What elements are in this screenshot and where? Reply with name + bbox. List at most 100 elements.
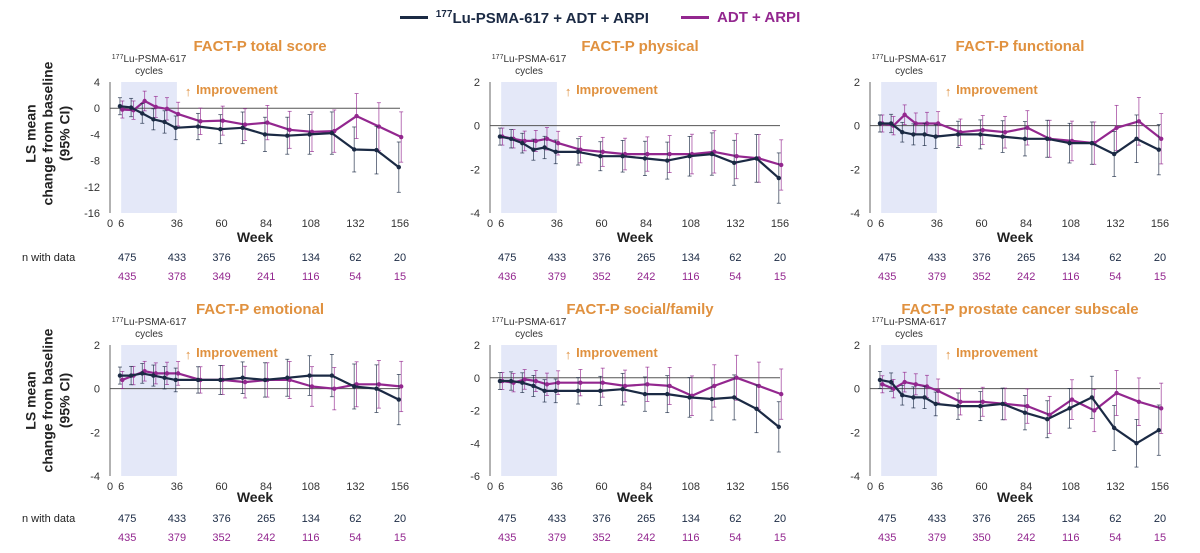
chart2-n-b-value: 436 — [498, 271, 516, 283]
chart4-data-point-lu-psma — [151, 373, 156, 378]
chart4-n-a-value: 433 — [168, 513, 186, 525]
chart3-data-point-lu-psma — [955, 132, 961, 137]
chart2-data-point-adt-arpi — [667, 151, 672, 157]
chart1-data-point-lu-psma — [351, 147, 357, 152]
chart1-x-tick-label: 132 — [346, 218, 364, 230]
chart1-data-point-lu-psma — [374, 147, 379, 153]
chart1-cycles-label: 177Lu-PSMA-617 — [112, 54, 187, 65]
chart4-y-tick-label: 0 — [94, 384, 100, 396]
chart6-y-tick-label: 2 — [854, 340, 860, 352]
chart4-data-point-lu-psma — [218, 377, 223, 383]
chart6-n-b-value: 435 — [878, 532, 896, 544]
chart4-x-tick-label: 108 — [302, 481, 320, 493]
chart4-x-tick-label: 0 — [107, 481, 113, 493]
chart1-n-b-value: 15 — [394, 271, 406, 283]
chart6-data-point-lu-psma — [900, 393, 905, 398]
chart4-data-point-lu-psma — [240, 375, 245, 380]
chart3-x-tick-label: 0 — [867, 218, 873, 230]
chart6-data-point-lu-psma — [888, 379, 894, 385]
chart5-x-tick-label: 108 — [682, 481, 700, 493]
chart2-improvement-arrow-icon: ↑ — [565, 84, 572, 99]
chart1-data-point-adt-arpi — [142, 98, 147, 104]
chart3-x-tick-label: 84 — [1020, 218, 1032, 230]
chart3-series-line-adt-arpi — [882, 113, 1162, 145]
chart3-cycles-label: 177Lu-PSMA-617 — [872, 54, 947, 65]
chart1-x-tick-label: 108 — [302, 218, 320, 230]
chart1-y-tick-label: -16 — [84, 208, 100, 220]
chart5-data-point-lu-psma — [508, 378, 514, 384]
chart5-n-a-value: 475 — [498, 513, 516, 525]
chart3-x-tick-label: 60 — [975, 218, 987, 230]
chart4-title: FACT-P emotional — [196, 301, 324, 318]
chart6-data-point-adt-arpi — [1047, 412, 1052, 418]
chart3-data-point-lu-psma — [933, 134, 938, 139]
chart5-series-line-lu-psma — [500, 379, 780, 428]
chart5-n-b-value: 379 — [548, 532, 566, 544]
chart4-y-tick-label: 2 — [94, 340, 100, 352]
chart1-x-tick-label: 36 — [171, 218, 183, 230]
chart4-data-point-adt-arpi — [309, 384, 315, 389]
chart1-data-point-adt-arpi — [198, 119, 203, 124]
chart3-title: FACT-P functional — [956, 38, 1085, 55]
chart2-data-point-lu-psma — [553, 149, 558, 155]
chart2-data-point-adt-arpi — [734, 154, 739, 159]
chart6-series-line-adt-arpi — [881, 381, 1162, 416]
chart2-n-b-value: 379 — [548, 271, 566, 283]
chart3-n-a-value: 475 — [878, 252, 896, 264]
chart5-data-point-lu-psma — [709, 396, 715, 402]
chart2-y-tick-label: 2 — [474, 77, 480, 89]
chart5-x-tick-label: 0 — [487, 481, 493, 493]
chart5-cycles-label-line2: cycles — [515, 329, 543, 340]
chart3-data-point-lu-psma — [1134, 136, 1139, 141]
chart1-n-b-value: 349 — [212, 271, 230, 283]
chart4-n-b-value: 116 — [302, 532, 320, 544]
chart6-x-tick-label: 60 — [975, 481, 987, 493]
chart6-improvement-arrow-icon: ↑ — [945, 347, 952, 362]
chart5-data-point-lu-psma — [575, 388, 581, 394]
chart1-y-tick-label: -8 — [90, 156, 100, 168]
chart5-data-point-lu-psma — [542, 388, 547, 394]
chart4-x-tick-label: 36 — [171, 481, 183, 493]
chart6-cycles-shade — [881, 345, 937, 476]
chart1-x-axis-title: Week — [237, 229, 274, 245]
chart6-data-point-lu-psma — [1067, 406, 1072, 411]
chart5-data-point-lu-psma — [776, 424, 781, 430]
chart2-y-tick-label: -2 — [470, 164, 480, 176]
chart1-data-point-lu-psma — [396, 164, 401, 170]
chart2-series-line-lu-psma — [499, 135, 780, 179]
chart2-n-a-value: 62 — [729, 252, 741, 264]
chart1-x-tick-label: 0 — [107, 218, 113, 230]
chart1-data-point-adt-arpi — [376, 124, 382, 129]
chart2-x-axis-title: Week — [617, 229, 654, 245]
chart1-n-a-value: 134 — [302, 252, 320, 264]
chart6-data-point-lu-psma — [1089, 395, 1095, 400]
chart6-n-a-value: 475 — [878, 513, 896, 525]
chart4-n-a-value: 265 — [257, 513, 275, 525]
chart6-x-tick-label: 36 — [931, 481, 943, 493]
chart3-n-b-value: 379 — [928, 271, 946, 283]
chart5-data-point-lu-psma — [620, 387, 625, 392]
chart1-n-a-value: 376 — [212, 252, 230, 264]
chart1-n-a-value: 265 — [257, 252, 275, 264]
chart4-improvement-label: Improvement — [196, 345, 278, 360]
chart3-data-point-adt-arpi — [980, 127, 985, 133]
chart4-data-point-lu-psma — [285, 375, 290, 380]
chart6-data-point-lu-psma — [933, 401, 938, 407]
chart1-n-a-value: 433 — [168, 252, 186, 264]
chart3-data-point-lu-psma — [1022, 136, 1028, 141]
chart5-y-tick-label: -6 — [470, 471, 480, 483]
chart1-n-a-value: 475 — [118, 252, 136, 264]
chart5-x-tick-label: 60 — [595, 481, 607, 493]
chart4-x-tick-label: 132 — [346, 481, 364, 493]
chart3-y-tick-label: 2 — [854, 77, 860, 89]
chart1-n-a-value: 62 — [349, 252, 361, 264]
chart5-x-tick-label: 6 — [498, 481, 504, 493]
chart5-n-a-value: 265 — [637, 513, 655, 525]
chart2-x-tick-label: 108 — [682, 218, 700, 230]
chart4-series-line-adt-arpi — [122, 370, 402, 390]
chart2-x-tick-label: 6 — [498, 218, 504, 230]
chart4-data-point-lu-psma — [374, 386, 379, 391]
chart3-data-point-adt-arpi — [913, 121, 919, 126]
chart4-data-point-adt-arpi — [120, 377, 125, 383]
